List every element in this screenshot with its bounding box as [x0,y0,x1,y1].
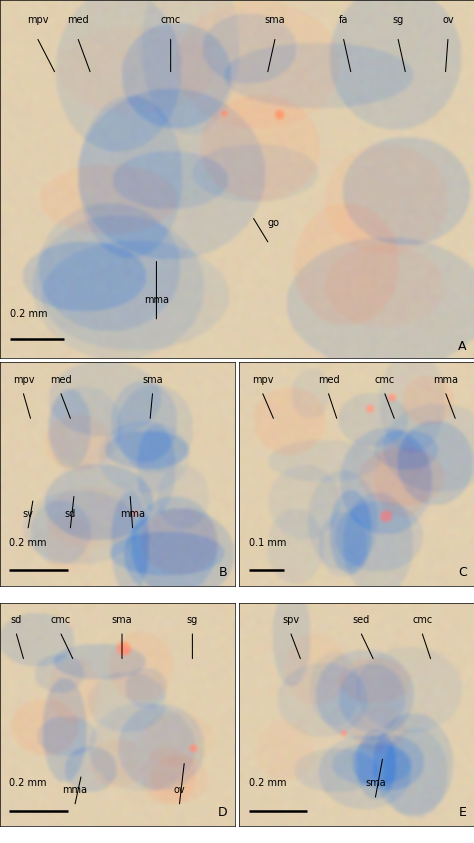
Text: spv: spv [283,615,300,625]
Text: 0.2 mm: 0.2 mm [9,538,47,548]
Text: sv: sv [23,509,34,518]
Text: cmc: cmc [161,15,181,25]
Text: sma: sma [264,15,285,25]
Text: med: med [67,15,89,25]
Text: sma: sma [142,375,163,384]
Text: cmc: cmc [412,615,432,625]
Text: mma: mma [63,785,88,795]
Text: mma: mma [433,375,458,384]
Text: sd: sd [11,615,22,625]
Text: fa: fa [339,15,348,25]
Text: mma: mma [144,294,169,304]
Text: ov: ov [173,785,185,795]
Text: C: C [458,566,467,579]
Text: 0.2 mm: 0.2 mm [9,778,47,788]
Text: mpv: mpv [13,375,34,384]
Text: mpv: mpv [252,375,273,384]
Text: med: med [50,375,72,384]
Text: 0.1 mm: 0.1 mm [249,538,286,548]
Text: mma: mma [120,509,145,518]
Text: D: D [218,807,228,819]
Text: sed: sed [353,615,370,625]
Text: sg: sg [187,615,198,625]
Text: 0.2 mm: 0.2 mm [249,778,286,788]
Text: mpv: mpv [27,15,49,25]
Text: A: A [458,340,467,353]
Text: cmc: cmc [375,375,395,384]
Text: sma: sma [112,615,132,625]
Text: ov: ov [442,15,454,25]
Text: sma: sma [365,778,386,788]
Text: sg: sg [392,15,404,25]
Text: med: med [318,375,339,384]
Text: 0.2 mm: 0.2 mm [10,309,48,319]
Text: sd: sd [65,509,76,518]
Text: B: B [219,566,228,579]
Text: cmc: cmc [51,615,71,625]
Text: go: go [268,217,280,228]
Text: E: E [459,807,467,819]
